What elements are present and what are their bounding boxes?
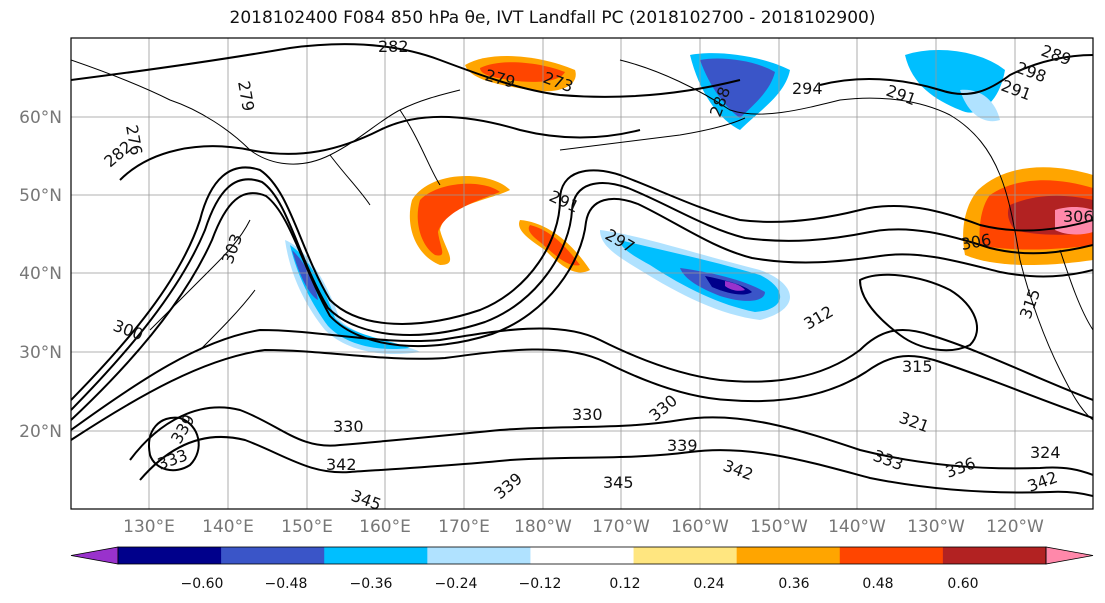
contour-line: [71, 348, 1093, 441]
coastline-japan: [149, 219, 256, 351]
lon-tick-label: 170°E: [438, 517, 490, 537]
colorbar-swatch: [324, 547, 428, 564]
contour-line: [858, 273, 979, 352]
shade-red-c1: [417, 183, 500, 256]
lat-tick-label: 60°N: [19, 108, 62, 128]
map-frame: [70, 37, 1094, 510]
colorbar-outline: [117, 546, 1047, 565]
colorbar-tick-label: −0.12: [519, 576, 562, 592]
colorbar: [70, 546, 1094, 565]
contour-line: [71, 43, 741, 98]
contour-label: 330: [572, 405, 603, 424]
shade-lightblue-ne: [960, 89, 1000, 122]
coastline-na-west: [999, 174, 1093, 421]
colorbar-swatch: [427, 547, 531, 564]
chart-title: 2018102400 F084 850 hPa θe, IVT Landfall…: [229, 8, 876, 28]
colorbar-tick-label: −0.24: [435, 576, 478, 592]
lon-tick-label: 120°W: [986, 517, 1044, 537]
map-background: [71, 38, 1093, 509]
colorbar-tick-label: −0.36: [350, 576, 393, 592]
colorbar-tick-label: −0.48: [265, 576, 308, 592]
contour-label: 345: [603, 473, 634, 492]
lat-tick-label: 40°N: [19, 264, 62, 284]
lon-tick-label: 140°E: [202, 517, 254, 537]
contour-label: 306: [1063, 207, 1094, 226]
lon-tick-label: 150°E: [281, 517, 333, 537]
contour-line: [139, 436, 1093, 497]
colorbar-tick-label: −0.60: [181, 576, 224, 592]
contour-line: [119, 115, 641, 181]
colorbar-tick-label: 0.60: [947, 576, 978, 592]
colorbar-swatch: [221, 547, 325, 564]
contour-line: [71, 192, 1093, 421]
colorbar-swatch: [118, 547, 222, 564]
lat-tick-label: 50°N: [19, 186, 62, 206]
contour-line: [71, 178, 1093, 411]
lon-tick-label: 130°W: [907, 517, 965, 537]
longitude-axis: 130°E 140°E 150°E 160°E 170°E 180°W 170°…: [123, 517, 1044, 537]
contour-line: [819, 54, 1093, 95]
theta-e-contours: [71, 43, 1093, 497]
colorbar-swatch: [942, 547, 1047, 564]
colorbar-tick-label: 0.12: [609, 576, 640, 592]
shade-purple-1: [725, 281, 745, 291]
colorbar-tick-label: 0.24: [693, 576, 724, 592]
colorbar-tick-labels: −0.60 −0.48 −0.36 −0.24 −0.12 0.12 0.24 …: [181, 576, 979, 592]
contour-line: [148, 416, 200, 472]
coastline-kamchatka: [329, 109, 441, 206]
gridlines: [71, 38, 1093, 509]
lon-tick-label: 180°W: [514, 517, 572, 537]
contour-line: [129, 406, 1093, 476]
contour-line: [71, 166, 1093, 401]
shade-blue-north: [700, 58, 775, 118]
contour-label: 342: [326, 455, 357, 474]
lon-tick-label: 160°E: [359, 517, 411, 537]
lon-tick-label: 150°W: [750, 517, 808, 537]
colorbar-extend-min: [70, 546, 119, 565]
colorbar-tick-label: 0.48: [862, 576, 893, 592]
coastline-aleutians: [559, 117, 746, 151]
colorbar-swatch: [633, 547, 738, 564]
colorbar-swatch: [530, 547, 635, 564]
lat-tick-label: 20°N: [19, 422, 62, 442]
lon-tick-label: 140°W: [828, 517, 886, 537]
lon-tick-label: 170°W: [592, 517, 650, 537]
lat-tick-label: 30°N: [19, 343, 62, 363]
lon-tick-label: 160°W: [671, 517, 729, 537]
colorbar-swatch: [839, 547, 944, 564]
contour-label: 315: [902, 357, 933, 376]
shade-blue-2: [292, 250, 318, 300]
colorbar-extend-max: [1045, 546, 1094, 565]
latitude-axis: 60°N 50°N 40°N 30°N 20°N: [19, 108, 62, 442]
shade-red-north: [480, 62, 565, 82]
contour-label: 282: [378, 37, 409, 56]
shade-cyan-2: [290, 245, 410, 350]
contour-line: [71, 327, 1093, 431]
contour-label: 330: [333, 417, 364, 436]
lon-tick-label: 130°E: [123, 517, 175, 537]
contour-label: 294: [792, 79, 823, 98]
coastline-na-east: [1059, 249, 1093, 331]
colorbar-tick-label: 0.36: [778, 576, 809, 592]
shade-red-c2: [528, 225, 580, 266]
contour-label: 339: [667, 436, 698, 455]
colorbar-swatch: [736, 547, 841, 564]
contour-label: 324: [1030, 443, 1061, 462]
